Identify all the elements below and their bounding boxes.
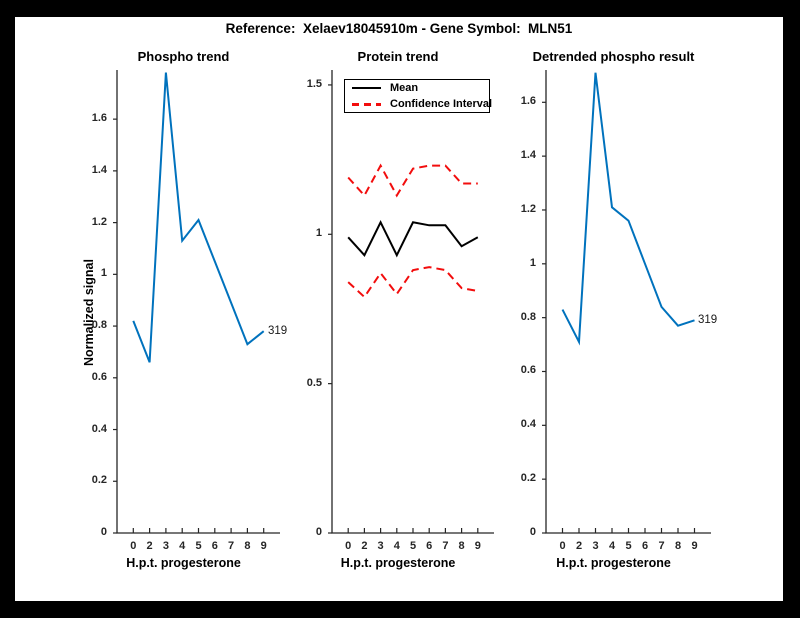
y-tick-label: 0.2 <box>91 474 107 487</box>
x-tick-label: 5 <box>195 540 202 552</box>
x-tick-label: 4 <box>608 540 616 552</box>
mean-line <box>347 220 479 258</box>
y-tick-label: 1 <box>315 227 322 240</box>
y-tick-label: 1 <box>529 256 536 269</box>
figure-title: Reference: Xelaev18045910m - Gene Symbol… <box>225 21 573 36</box>
y-axis-label: Normalized signal <box>82 259 96 366</box>
x-tick-label: 2 <box>575 540 583 552</box>
x-tick-label: 6 <box>211 540 218 552</box>
x-tick-label: 4 <box>179 540 186 552</box>
x-tick-label: 3 <box>592 540 599 552</box>
x-tick-label: 7 <box>658 540 665 552</box>
x-tick-label: 6 <box>641 540 649 552</box>
subplot-title-protein-trend: Protein trend <box>357 49 439 64</box>
y-tick-label: 1.4 <box>91 163 107 176</box>
y-tick-label: 0.4 <box>520 418 536 431</box>
x-tick-label: 5 <box>409 540 417 552</box>
x-tick-label: 0 <box>130 540 137 552</box>
detrended-phospho-line <box>561 72 695 346</box>
legend-label-mean: Mean <box>390 82 419 94</box>
y-tick-label: 1.5 <box>306 77 322 90</box>
y-tick-label: 0.8 <box>91 319 107 332</box>
legend-entry-mean: Mean <box>352 82 489 95</box>
y-tick-label: 1.2 <box>520 202 536 215</box>
subplot-title-detrended-phospho: Detrended phospho result <box>532 49 695 64</box>
legend: Mean Confidence Interval <box>344 79 493 113</box>
series-end-label-phospho: 319 <box>268 325 288 337</box>
subplot-title-phospho-trend: Phospho trend <box>137 49 230 64</box>
y-tick-label: 0.6 <box>520 364 536 377</box>
x-tick-label: 5 <box>625 540 632 552</box>
confidence-interval-lower-line <box>347 266 478 299</box>
x-tick-label: 4 <box>393 540 400 552</box>
y-tick-label: 0.4 <box>91 422 107 435</box>
y-tick-label: 1 <box>100 267 107 280</box>
x-tick-label: 9 <box>474 540 481 552</box>
x-tick-label: 9 <box>260 540 267 552</box>
x-tick-label: 3 <box>162 540 169 552</box>
x-tick-label: 6 <box>426 540 433 552</box>
x-tick-label: 9 <box>691 540 698 552</box>
x-tick-label: 3 <box>377 540 384 552</box>
x-tick-label: 0 <box>345 540 352 552</box>
legend-entry-confidence-interval: Confidence Interval <box>352 98 493 111</box>
x-tick-label: 8 <box>458 540 465 552</box>
axes-phospho-trend <box>113 70 280 534</box>
x-tick-label: 2 <box>361 540 368 552</box>
axis-spines <box>545 70 711 534</box>
y-tick-label: 1.4 <box>520 149 536 162</box>
y-tick-label: 1.2 <box>91 215 107 228</box>
axis-spines <box>116 70 280 534</box>
series-end-label-detrended: 319 <box>698 314 718 326</box>
confidence-interval-upper-line <box>347 163 478 198</box>
axes-detrended-phospho-result <box>542 70 711 534</box>
x-tick-label: 7 <box>442 540 449 552</box>
mean-line-swatch <box>352 86 381 90</box>
y-tick-label: 1.6 <box>520 95 536 108</box>
y-tick-label: 1.6 <box>91 112 107 125</box>
x-axis-label-3: H.p.t. progesterone <box>556 556 671 570</box>
legend-label-confidence-interval: Confidence Interval <box>390 98 493 110</box>
y-tick-label: 0 <box>100 526 107 538</box>
y-tick-label: 0 <box>315 526 322 538</box>
x-tick-label: 8 <box>244 540 251 552</box>
y-tick-label: 0 <box>529 526 536 538</box>
x-tick-label: 2 <box>146 540 153 552</box>
y-tick-label: 0.8 <box>520 310 536 323</box>
x-tick-label: 0 <box>559 540 566 552</box>
axes-protein-trend <box>328 70 494 534</box>
confidence-interval-line-swatch <box>352 102 381 106</box>
x-tick-label: 8 <box>674 540 682 552</box>
phospho-signal-line <box>132 72 265 363</box>
x-tick-label: 7 <box>228 540 235 552</box>
x-axis-label-2: H.p.t. progesterone <box>340 556 456 570</box>
x-axis-label-1: H.p.t. progesterone <box>126 556 241 570</box>
y-tick-label: 0.5 <box>306 376 322 389</box>
figure-canvas <box>15 17 783 601</box>
axis-spines <box>331 70 494 534</box>
y-tick-label: 0.2 <box>520 472 536 485</box>
y-tick-label: 0.6 <box>91 370 107 383</box>
